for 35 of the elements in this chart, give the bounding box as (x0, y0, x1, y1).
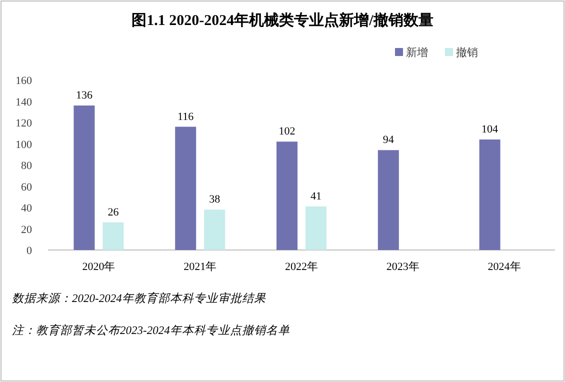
bar (204, 210, 226, 250)
data-label: 26 (108, 206, 120, 218)
legend-label: 新增 (406, 46, 428, 59)
x-tick-label: 2024年 (488, 261, 521, 273)
data-label: 116 (178, 110, 194, 123)
source-note: 数据来源：2020-2024年教育部本科专业审批结果 (12, 292, 266, 305)
y-tick-label: 40 (21, 202, 32, 214)
y-tick-label: 120 (16, 118, 32, 130)
bar (306, 206, 326, 250)
data-label: 104 (482, 124, 499, 136)
bar (479, 140, 500, 250)
y-tick-label: 0 (26, 245, 32, 257)
y-tick-label: 140 (16, 96, 32, 108)
y-tick-label: 80 (21, 160, 32, 172)
data-label: 136 (76, 90, 93, 102)
text: 注：教育部暂未公布2023-2024年本科专业点撤销名单 (12, 324, 290, 337)
y-tick-label: 100 (16, 138, 32, 151)
bar (74, 106, 95, 250)
legend-label: 撤销 (456, 46, 478, 59)
x-tick-label: 2020年 (82, 261, 116, 273)
data-label: 41 (310, 190, 322, 202)
data-label: 38 (209, 194, 221, 206)
x-tick-label: 2023年 (386, 261, 420, 273)
x-tick-label: 2021年 (184, 261, 217, 273)
bar (175, 126, 196, 250)
data-label: 94 (382, 134, 394, 146)
x-tick-label: 2022年 (285, 261, 318, 273)
bar (378, 150, 399, 250)
bar (276, 142, 298, 250)
bar (102, 222, 124, 250)
y-tick-label: 60 (21, 181, 32, 194)
data-label: 102 (278, 126, 296, 138)
y-tick-label: 160 (16, 75, 32, 87)
chart-title: 图1.1 2020-2024年机械类专业点新增/撤销数量 (132, 11, 434, 29)
y-tick-label: 20 (21, 224, 32, 236)
